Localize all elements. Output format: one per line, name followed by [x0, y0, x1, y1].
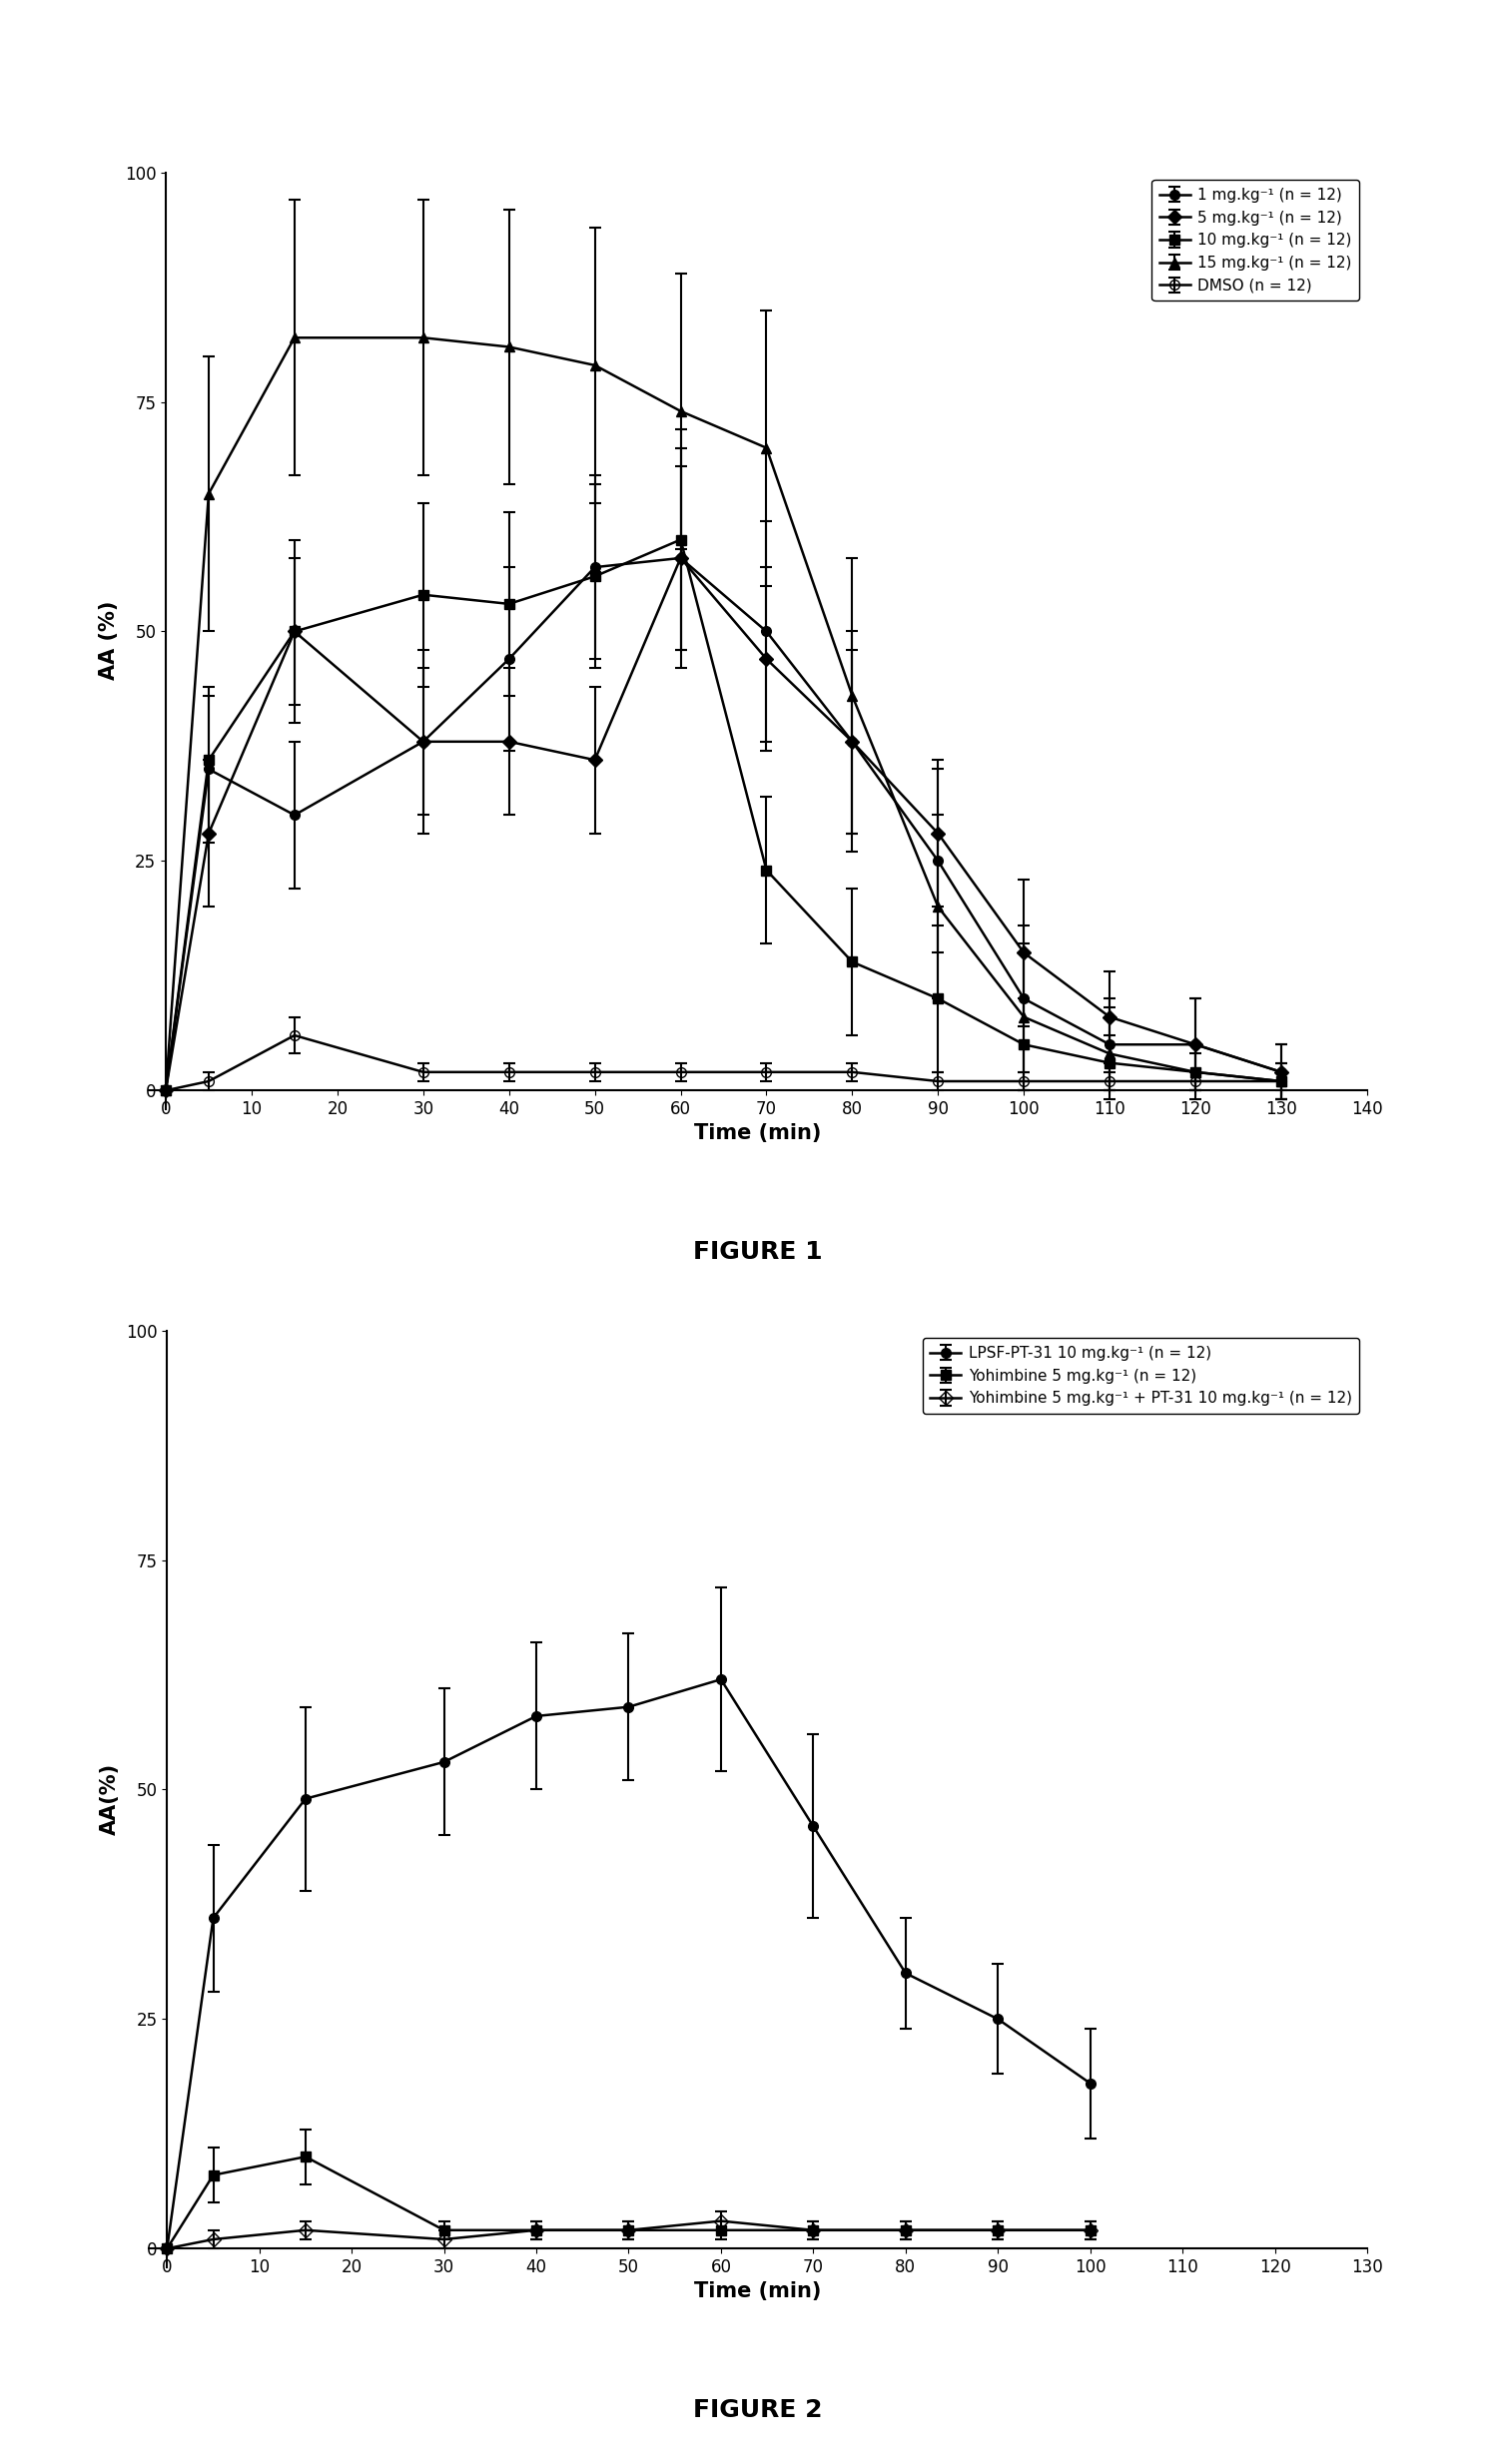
X-axis label: Time (min): Time (min): [694, 2282, 822, 2301]
Y-axis label: AA (%): AA (%): [100, 601, 119, 680]
Legend: LPSF-PT-31 10 mg.kg⁻¹ (n = 12), Yohimbine 5 mg.kg⁻¹ (n = 12), Yohimbine 5 mg.kg⁻: LPSF-PT-31 10 mg.kg⁻¹ (n = 12), Yohimbin…: [923, 1338, 1360, 1414]
X-axis label: Time (min): Time (min): [694, 1124, 822, 1143]
Text: FIGURE 2: FIGURE 2: [692, 2397, 823, 2422]
Legend: 1 mg.kg⁻¹ (n = 12), 5 mg.kg⁻¹ (n = 12), 10 mg.kg⁻¹ (n = 12), 15 mg.kg⁻¹ (n = 12): 1 mg.kg⁻¹ (n = 12), 5 mg.kg⁻¹ (n = 12), …: [1152, 180, 1360, 301]
Y-axis label: AA(%): AA(%): [100, 1762, 120, 1836]
Text: FIGURE 1: FIGURE 1: [692, 1239, 823, 1264]
